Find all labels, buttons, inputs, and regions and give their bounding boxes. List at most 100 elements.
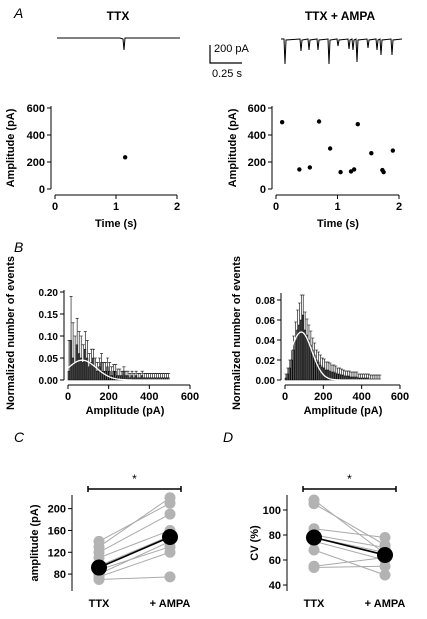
subject-line	[313, 549, 386, 576]
mean-point	[306, 529, 322, 546]
subject-line	[313, 499, 386, 555]
data-point	[355, 122, 360, 127]
y-tick-label: 60	[269, 555, 281, 567]
error-bar	[309, 330, 313, 345]
subject-line	[313, 534, 386, 548]
histogram-bar	[305, 334, 308, 381]
mean-line	[98, 536, 171, 569]
error-bar	[116, 368, 120, 376]
scatter-ttx: Time (s) Amplitude (pA) 0 200 400 600 0 1 2	[5, 103, 180, 230]
histogram-bar	[134, 375, 137, 381]
histogram-bar	[94, 366, 97, 381]
error-bar	[91, 348, 95, 358]
error-bar	[294, 321, 298, 340]
error-bar	[104, 362, 108, 372]
error-bar	[112, 364, 116, 372]
error-bar	[98, 357, 102, 367]
y-tick-label: 0.00	[256, 376, 276, 387]
error-bar	[340, 368, 344, 375]
histogram-bar	[77, 353, 81, 381]
data-point	[390, 148, 396, 153]
trace-label-ampa: TTX + AMPA	[305, 9, 376, 23]
histogram-bar	[338, 373, 341, 381]
subject-point	[379, 569, 391, 581]
error-bar	[150, 373, 154, 378]
y-axis-label: Amplitude (pA)	[5, 108, 17, 187]
error-bar	[307, 324, 311, 340]
error-bar	[152, 373, 156, 378]
error-bar	[122, 366, 126, 372]
y-axis-label: Normalized number of events	[5, 256, 17, 410]
error-bar	[353, 371, 357, 377]
error-bar	[334, 365, 338, 373]
error-bar	[338, 367, 342, 374]
data-point	[369, 151, 374, 156]
error-bar	[142, 373, 146, 378]
error-bar	[136, 373, 140, 378]
error-bar	[132, 373, 136, 378]
error-bar	[318, 354, 322, 365]
error-bar	[320, 357, 324, 367]
error-bar	[297, 302, 301, 325]
x-tick-label: 0	[273, 201, 279, 213]
category-label: TTX	[89, 598, 110, 610]
x-tick-label: 2	[174, 201, 180, 213]
y-tick-label: 0	[260, 184, 266, 196]
error-bar	[81, 344, 85, 363]
y-tick-label: 80	[269, 530, 281, 542]
histogram-bar	[98, 366, 101, 381]
histogram-bar	[106, 366, 109, 381]
subject-line	[313, 503, 386, 546]
significance-star: *	[347, 472, 352, 486]
category-label: + AMPA	[365, 598, 406, 610]
histogram-bar	[81, 362, 85, 381]
panel-label-d: D	[223, 429, 233, 445]
error-bar	[69, 296, 73, 341]
subject-line	[98, 535, 171, 567]
paired-cv: CV (%) 40 60 80 100 TTX + AMPA *	[249, 472, 405, 610]
histogram-bar	[284, 377, 287, 381]
panel-label-c: C	[14, 429, 25, 445]
error-bar	[79, 335, 83, 358]
y-tick-label: 0.10	[39, 332, 59, 343]
error-bar	[108, 362, 112, 372]
histogram-bar	[332, 371, 335, 381]
y-tick-label: 100	[263, 505, 281, 517]
subject-point	[379, 560, 391, 572]
error-bar	[154, 373, 158, 378]
x-tick-label: 200	[314, 391, 332, 403]
error-bar	[345, 370, 349, 376]
subject-line	[313, 565, 386, 568]
data-point	[307, 165, 313, 170]
histogram-bar	[90, 362, 93, 381]
y-tick-label: 200	[48, 504, 66, 516]
error-bar	[364, 373, 368, 378]
y-tick-label: 400	[27, 130, 45, 142]
histogram-bar	[140, 375, 144, 381]
data-point	[279, 119, 285, 125]
x-axis-label: Time (s)	[95, 218, 137, 230]
subject-line	[98, 551, 171, 578]
error-bar	[102, 362, 106, 372]
error-bar	[144, 373, 148, 378]
error-bar	[332, 364, 336, 372]
y-axis-label: amplitude (pA)	[29, 504, 41, 581]
trace-ttx	[57, 37, 180, 51]
significance-bracket	[87, 486, 182, 492]
hist-ttx: Amplitude (pA) Normalized number of even…	[5, 256, 199, 417]
subject-line	[98, 529, 171, 559]
error-bar	[85, 340, 89, 358]
histogram-bar	[88, 366, 91, 381]
x-tick-label: 0	[65, 391, 71, 403]
y-tick-label: 600	[248, 103, 266, 115]
error-bar	[305, 318, 309, 335]
panel-label-a: A	[13, 5, 23, 21]
error-bar	[301, 294, 305, 315]
trace-ttx-ampa	[281, 38, 403, 65]
subject-point	[308, 498, 320, 510]
scale-bar-current: 200 pA	[214, 43, 250, 55]
error-bar	[349, 371, 353, 377]
y-tick-label: 600	[27, 103, 45, 115]
histogram-bar	[302, 314, 305, 381]
